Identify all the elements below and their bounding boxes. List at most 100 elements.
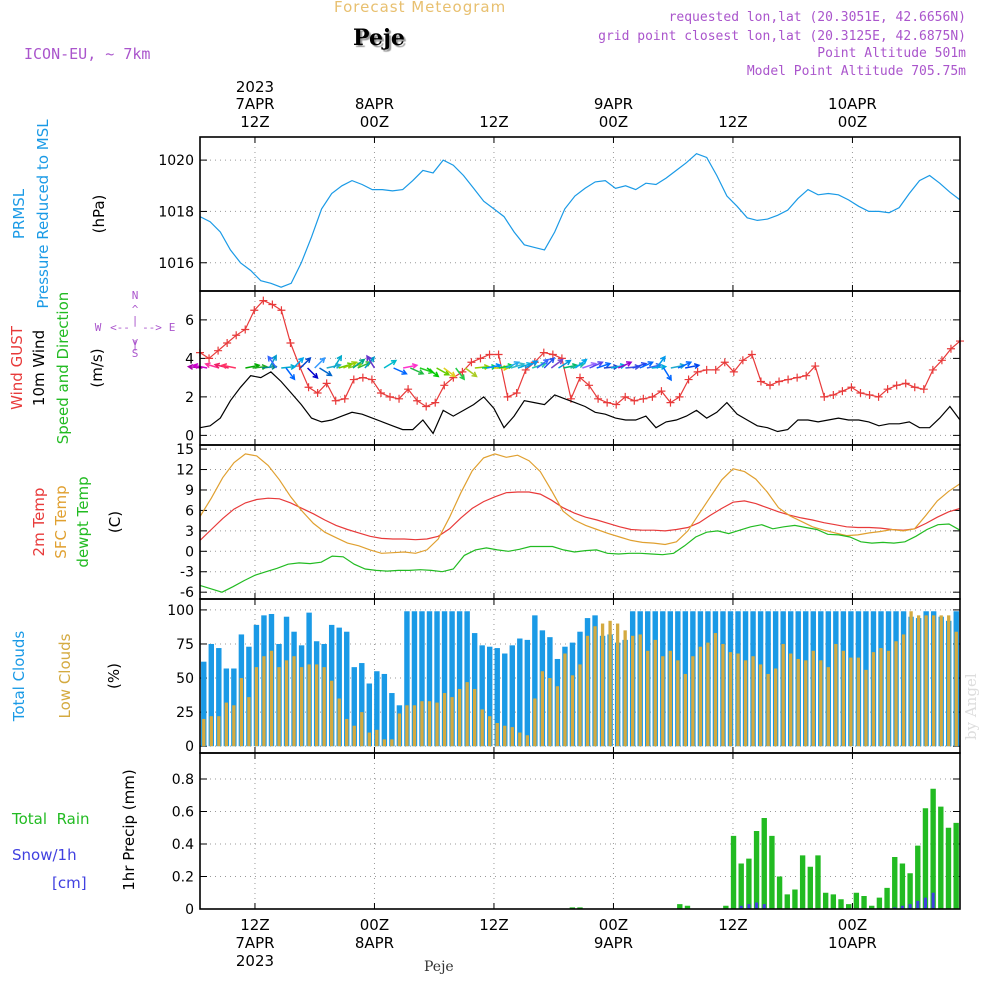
cloud-low-bar-31 [435, 702, 439, 747]
gust-marker-8 [268, 300, 277, 309]
top-time-label-4: 12Z [718, 113, 747, 131]
compass-w-arrow: <-- [110, 321, 130, 334]
top-year-label: 2023 [236, 78, 274, 96]
cloud-low-bar-60 [653, 639, 657, 747]
cloud-total-bar-31 [434, 611, 440, 747]
y-tick-label-1-3: 6 [185, 313, 194, 329]
chart-title: Forecast Meteogram [334, 0, 507, 16]
gust-marker-18 [358, 373, 367, 382]
cloud-low-bar-90 [879, 648, 883, 747]
rain-bar-75 [776, 876, 783, 909]
ylabel-prmsl: PRMSL [10, 188, 28, 239]
cloud-low-bar-75 [766, 673, 770, 747]
cloud-low-bar-83 [826, 667, 830, 747]
gust-marker-20 [376, 389, 385, 398]
cloud-low-bar-86 [849, 657, 853, 747]
rain-bar-49 [577, 907, 583, 909]
gust-marker-83 [946, 344, 955, 353]
y-tick-label-0-2: 1020 [158, 153, 194, 169]
cloud-low-bar-27 [405, 705, 409, 747]
wind-arrow-3 [213, 362, 229, 369]
gust-marker-76 [883, 385, 892, 394]
cloud-low-bar-72 [743, 660, 748, 747]
cloud-low-bar-17 [330, 680, 334, 747]
cloud-total-bar-34 [456, 611, 463, 747]
bottom-time-label-1: 00Z [360, 916, 389, 934]
cloud-low-bar-91 [886, 650, 891, 747]
cloud-low-bar-40 [503, 725, 507, 747]
cloud-low-bar-33 [450, 697, 454, 747]
wind-arrow-16 [319, 367, 333, 377]
cloud-low-bar-38 [488, 716, 492, 747]
y-tick-label-2-5: 9 [185, 483, 194, 499]
wind-arrow-10 [281, 363, 297, 371]
y-tick-label-4-0: 0 [185, 902, 194, 918]
cloud-low-bar-80 [804, 660, 808, 747]
cloud-low-bar-2 [217, 716, 221, 747]
gust-marker-32 [485, 350, 494, 359]
gust-marker-55 [693, 367, 702, 376]
snow-bar-70 [739, 905, 743, 909]
cloud-low-bar-95 [916, 615, 921, 747]
cloud-total-bar-41 [509, 645, 515, 747]
top-time-label-0: 12Z [240, 113, 269, 131]
y-tick-label-4-2: 0.4 [172, 837, 194, 853]
gust-marker-57 [711, 365, 720, 374]
wind-arrow-47 [543, 356, 556, 369]
gust-marker-10 [286, 338, 295, 347]
label-total-rain: Total Rain [11, 810, 90, 828]
rain-bar-87 [869, 905, 875, 909]
gust-marker-7 [259, 296, 268, 305]
wind-arrow-32 [436, 367, 451, 376]
cloud-low-bar-82 [819, 660, 823, 747]
cloud-total-bar-1 [208, 643, 214, 747]
y-tick-label-2-4: 6 [185, 503, 194, 519]
cloud-low-bar-34 [457, 688, 462, 747]
y-tick-label-3-0: 0 [185, 739, 194, 755]
compass-n-arrow: ^ [132, 303, 139, 316]
cloud-low-bar-92 [894, 641, 898, 747]
rain-bar-80 [815, 855, 821, 909]
cloud-total-bar-44 [532, 615, 538, 747]
wind-arrow-28 [402, 363, 419, 370]
gust-marker-35 [512, 389, 521, 398]
ylabel-percent: (%) [105, 663, 123, 689]
snow-bar-73 [762, 904, 766, 909]
cloud-low-bar-18 [337, 698, 341, 747]
wind-arrow-65 [663, 367, 672, 382]
cloud-total-bar-6 [246, 646, 252, 747]
gust-marker-45 [603, 398, 612, 407]
y-tick-label-4-1: 0.2 [172, 870, 194, 886]
gust-marker-65 [784, 375, 793, 384]
cloud-low-bar-62 [668, 650, 672, 747]
compass-e: E [169, 321, 176, 334]
ylabel-speed-direction: Speed and Direction [54, 292, 72, 445]
cloud-low-bar-55 [615, 623, 620, 747]
wind-arrow-63 [651, 363, 668, 371]
top-day-label-0: 7APR [235, 95, 274, 113]
ylabel-wind-gust: Wind GUST [8, 325, 26, 410]
wind-arrow-58 [617, 361, 633, 369]
top-time-label-3: 00Z [599, 113, 628, 131]
cloud-total-bar-23 [374, 671, 380, 747]
wind-arrow-25 [366, 354, 376, 369]
gust-marker-62 [756, 377, 765, 386]
cloud-low-bar-28 [412, 705, 417, 747]
cloud-low-bar-78 [789, 653, 793, 747]
gust-marker-30 [467, 358, 476, 367]
rain-bar-79 [807, 866, 813, 909]
ylabel-hpa: (hPa) [90, 195, 108, 234]
snow-bar-93 [916, 900, 920, 909]
rain-bar-74 [769, 835, 775, 909]
panel-border-1 [199, 290, 961, 446]
ylabel-2m-temp: 2m Temp [30, 488, 48, 557]
wind-arrow-55 [596, 361, 612, 369]
cloud-low-bar-66 [698, 646, 703, 747]
wind-arrow-61 [639, 361, 654, 369]
cloud-low-bar-50 [578, 664, 582, 747]
rain-bar-72 [753, 831, 760, 909]
wind-arrow-34 [455, 367, 466, 381]
gust-marker-26 [431, 398, 440, 407]
cloud-low-bar-98 [939, 615, 943, 747]
cloud-low-bar-70 [728, 652, 733, 747]
